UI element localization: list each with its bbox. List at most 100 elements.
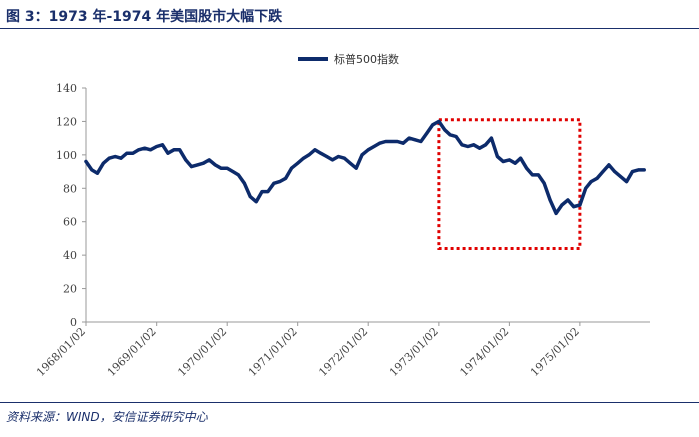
x-tick-label: 1968/01/02 bbox=[34, 325, 88, 379]
data-point bbox=[507, 158, 511, 162]
data-point bbox=[437, 119, 441, 123]
data-point bbox=[395, 140, 399, 143]
data-point bbox=[536, 173, 540, 177]
data-point bbox=[225, 166, 229, 170]
y-tick-label: 100 bbox=[56, 149, 77, 162]
data-point bbox=[137, 148, 141, 152]
x-tick-label: 1973/01/02 bbox=[387, 325, 441, 379]
data-point bbox=[472, 143, 476, 147]
legend: 标普500指数 bbox=[298, 52, 399, 66]
data-point bbox=[119, 156, 123, 160]
y-axis: 0 20 40 60 80 100 120 140 bbox=[56, 82, 87, 329]
data-point bbox=[625, 180, 629, 184]
data-point bbox=[319, 151, 323, 155]
data-point bbox=[331, 158, 334, 162]
source-rule bbox=[0, 402, 699, 403]
data-point bbox=[254, 200, 258, 204]
data-point bbox=[149, 148, 152, 152]
data-point bbox=[107, 156, 111, 160]
data-point bbox=[443, 128, 447, 132]
plot-area bbox=[84, 118, 646, 250]
data-point bbox=[260, 190, 264, 194]
data-point bbox=[325, 155, 329, 158]
data-point bbox=[401, 141, 405, 145]
data-point bbox=[313, 148, 317, 152]
data-point bbox=[636, 168, 640, 172]
data-point bbox=[125, 151, 129, 155]
data-point bbox=[113, 155, 117, 158]
data-point bbox=[236, 173, 240, 177]
x-tick-label: 1971/01/02 bbox=[246, 325, 300, 379]
figure-title: 图 3：1973 年-1974 年美国股市大幅下跌 bbox=[6, 9, 283, 25]
data-point bbox=[454, 135, 458, 138]
data-point bbox=[530, 173, 534, 177]
data-point bbox=[619, 175, 623, 179]
data-point bbox=[84, 160, 88, 163]
data-point bbox=[284, 176, 288, 180]
x-tick-label: 1975/01/02 bbox=[528, 325, 582, 379]
data-point bbox=[95, 171, 99, 175]
data-point bbox=[566, 198, 570, 202]
data-point bbox=[248, 195, 252, 199]
data-point bbox=[184, 158, 188, 162]
data-point bbox=[90, 168, 94, 172]
data-point bbox=[172, 148, 176, 152]
y-tick-label: 80 bbox=[63, 182, 77, 195]
data-point bbox=[572, 205, 576, 209]
data-point bbox=[542, 181, 546, 185]
data-point bbox=[501, 160, 505, 163]
data-point bbox=[266, 190, 270, 194]
data-point bbox=[513, 161, 517, 165]
data-point bbox=[384, 140, 388, 143]
x-axis: 1968/01/02 1969/01/02 1970/01/02 1971/01/02… bbox=[34, 321, 650, 379]
y-tick-label: 140 bbox=[56, 82, 77, 95]
x-tick-label: 1970/01/02 bbox=[175, 325, 229, 379]
data-point bbox=[201, 161, 205, 165]
data-point bbox=[166, 151, 170, 155]
data-point bbox=[589, 180, 593, 184]
data-point bbox=[431, 123, 435, 127]
y-tick-label: 0 bbox=[70, 316, 77, 329]
data-point bbox=[595, 176, 599, 180]
data-point bbox=[213, 163, 217, 167]
x-tick-label: 1972/01/02 bbox=[316, 325, 370, 379]
data-point bbox=[242, 181, 246, 185]
data-point bbox=[131, 151, 135, 155]
data-point bbox=[407, 136, 411, 140]
data-point bbox=[495, 155, 499, 158]
data-point bbox=[478, 146, 482, 150]
data-point bbox=[195, 163, 199, 167]
data-point bbox=[389, 140, 393, 143]
data-point bbox=[489, 136, 493, 140]
data-point bbox=[601, 170, 605, 174]
x-tick-label: 1974/01/02 bbox=[457, 325, 511, 379]
data-point bbox=[354, 166, 358, 170]
y-tick-label: 40 bbox=[63, 249, 77, 262]
data-point bbox=[101, 161, 105, 165]
data-point bbox=[366, 148, 370, 152]
data-point bbox=[296, 161, 300, 165]
data-point bbox=[155, 145, 159, 148]
data-point bbox=[548, 198, 552, 202]
data-point bbox=[360, 153, 364, 157]
data-point bbox=[613, 170, 617, 174]
data-point bbox=[413, 138, 417, 142]
data-point bbox=[207, 158, 211, 162]
source-note: 资料来源：WIND，安信证券研究中心 bbox=[6, 410, 208, 424]
legend-label: 标普500指数 bbox=[334, 52, 399, 66]
data-point bbox=[143, 146, 147, 150]
data-point bbox=[278, 180, 282, 184]
data-point bbox=[607, 163, 611, 167]
y-tick-label: 60 bbox=[63, 216, 77, 229]
data-point bbox=[348, 161, 352, 165]
data-point bbox=[448, 133, 452, 137]
highlight-box bbox=[437, 118, 582, 250]
data-point bbox=[425, 131, 429, 135]
data-point bbox=[578, 203, 582, 207]
y-tick-label: 120 bbox=[56, 115, 77, 128]
data-point bbox=[342, 156, 346, 160]
data-point bbox=[307, 153, 311, 157]
data-point bbox=[219, 166, 223, 170]
data-point bbox=[290, 166, 293, 170]
